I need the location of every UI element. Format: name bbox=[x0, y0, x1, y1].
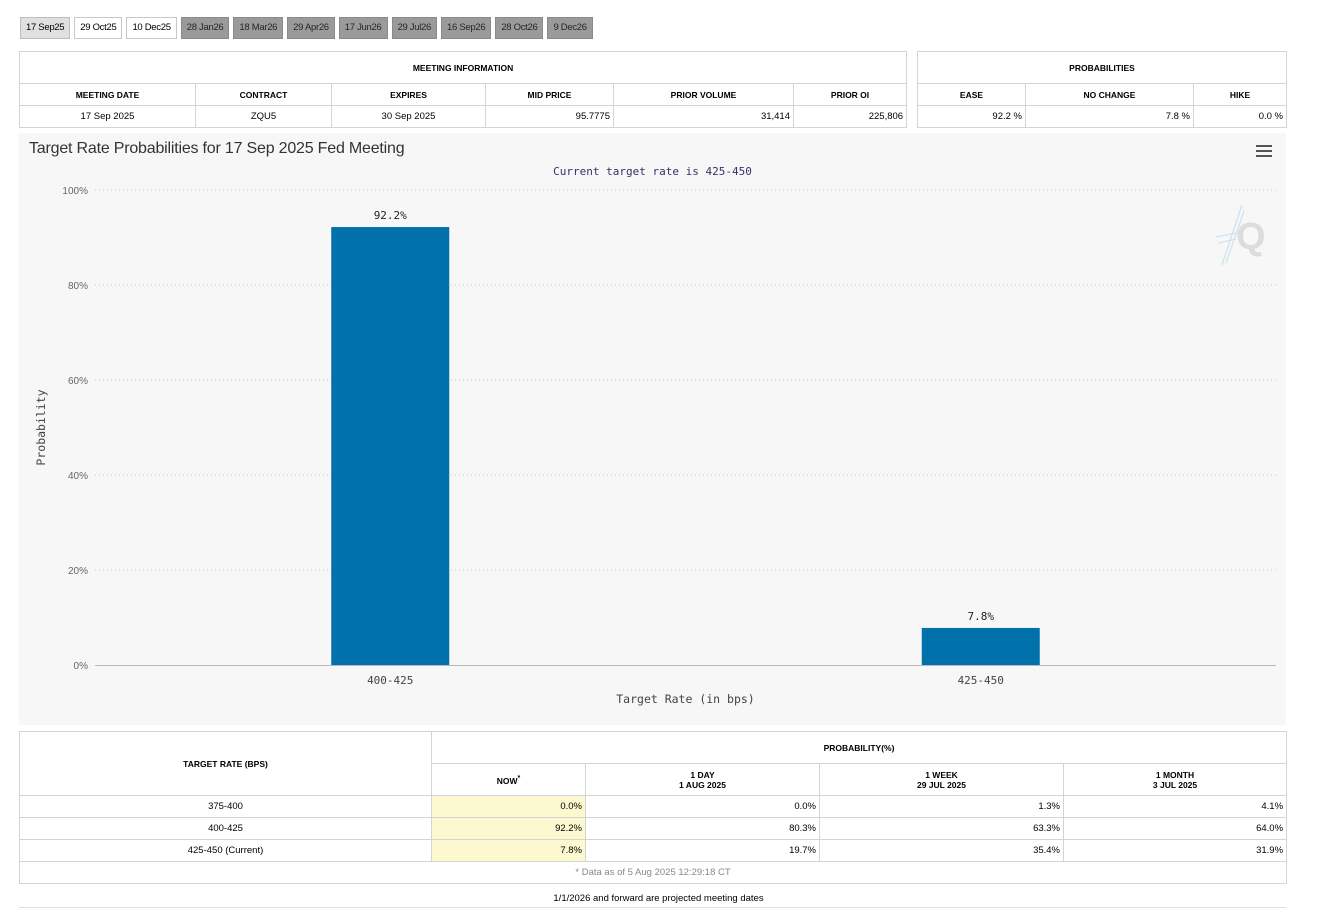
probability-cell: 4.1% bbox=[1062, 795, 1288, 818]
meeting-tabs: 17 Sep25 29 Oct25 10 Dec25 28 Jan26 18 Mar26… bbox=[20, 17, 593, 39]
tab-meeting-28-oct26[interactable]: 28 Oct26 bbox=[495, 17, 544, 39]
column-header-mid-price: MID PRICE bbox=[485, 83, 614, 106]
column-header-hike: HIKE bbox=[1193, 83, 1287, 106]
header-date: 1 AUG 2025 bbox=[679, 779, 726, 790]
table-row: 92.2 % 7.8 % 0.0 % bbox=[917, 105, 1287, 128]
tab-meeting-9-dec26[interactable]: 9 Dec26 bbox=[547, 17, 593, 39]
y-tick-label: 100% bbox=[62, 186, 88, 197]
column-header-no-change: NO CHANGE bbox=[1025, 83, 1194, 106]
probability-cell: 31.9% bbox=[1062, 839, 1288, 862]
table-row: 17 Sep 2025 ZQU5 30 Sep 2025 95.7775 31,… bbox=[19, 105, 908, 128]
probability-cell: 92.2% bbox=[431, 817, 586, 840]
header-line: 1 WEEK bbox=[925, 769, 958, 780]
probability-cell: 35.4% bbox=[819, 839, 1064, 862]
now-footnote-mark: * bbox=[517, 774, 521, 783]
contract-cell: ZQU5 bbox=[195, 105, 332, 128]
y-axis-title: Probability bbox=[34, 389, 48, 465]
header-line: 1 MONTH bbox=[1155, 769, 1195, 780]
tab-meeting-29-jul26[interactable]: 29 Jul26 bbox=[391, 17, 438, 39]
probability-cell: 63.3% bbox=[819, 817, 1064, 840]
column-header-ease: EASE bbox=[917, 83, 1026, 106]
tab-meeting-17-sep25[interactable]: 17 Sep25 bbox=[20, 17, 71, 39]
meeting-information-table: MEETING INFORMATION MEETING DATE CONTRAC… bbox=[18, 51, 908, 128]
probability-cell: 64.0% bbox=[1062, 817, 1288, 840]
column-header-1-week: 1 WEEK 29 JUL 2025 bbox=[819, 763, 1064, 796]
data-timestamp-note: * Data as of 5 Aug 2025 12:29:18 CT bbox=[18, 861, 1288, 884]
chart-canvas: 0% 20% 40% 60% 80% 100% 92.2% 400-425 7.8% 425-45… bbox=[34, 186, 1276, 706]
target-rate-probability-table: TARGET RATE (BPS) PROBABILITY(%) NOW* 1 … bbox=[18, 731, 1288, 884]
chart-title: Target Rate Probabilities for 17 Sep 202… bbox=[29, 140, 405, 157]
mid-price-cell: 95.7775 bbox=[485, 105, 614, 128]
bar-400-425 bbox=[331, 227, 450, 666]
header-date: 29 JUL 2025 bbox=[917, 779, 966, 790]
hamburger-menu-icon[interactable] bbox=[1256, 145, 1272, 157]
x-axis-title: Target Rate (in bps) bbox=[616, 692, 754, 706]
tab-meeting-28-jan26[interactable]: 28 Jan26 bbox=[180, 17, 230, 39]
svg-text:Q: Q bbox=[1236, 216, 1264, 258]
bar-425-450 bbox=[921, 627, 1040, 665]
y-tick-label: 20% bbox=[68, 566, 88, 577]
target-rate-cell: 425-450 (Current) bbox=[19, 839, 432, 862]
tab-meeting-17-jun26[interactable]: 17 Jun26 bbox=[338, 17, 388, 39]
header-date: 3 JUL 2025 bbox=[1152, 779, 1198, 790]
column-header-expires: EXPIRES bbox=[331, 83, 486, 106]
tab-meeting-10-dec25[interactable]: 10 Dec25 bbox=[126, 17, 177, 39]
quikstrike-logo-icon: Q bbox=[1215, 204, 1264, 266]
probability-cell: 0.0% bbox=[585, 795, 820, 818]
now-label: NOW bbox=[496, 775, 518, 786]
tab-meeting-18-mar26[interactable]: 18 Mar26 bbox=[233, 17, 284, 39]
footer-divider bbox=[19, 907, 1286, 908]
prior-volume-cell: 31,414 bbox=[613, 105, 794, 128]
probability-cell: 1.3% bbox=[819, 795, 1064, 818]
table-row: 400-425 92.2% 80.3% 63.3% 64.0% bbox=[19, 817, 1288, 840]
data-label: 7.8% bbox=[968, 610, 995, 623]
expires-cell: 30 Sep 2025 bbox=[331, 105, 486, 128]
probability-header: PROBABILITY(%) bbox=[430, 731, 1288, 764]
y-tick-label: 60% bbox=[68, 376, 88, 387]
tab-meeting-29-apr26[interactable]: 29 Apr26 bbox=[287, 17, 335, 39]
prior-oi-cell: 225,806 bbox=[792, 105, 908, 128]
target-rate-rows: 375-400 0.0% 0.0% 1.3% 4.1% 400-425 92.2% 80.3%… bbox=[19, 795, 1288, 862]
no-change-cell: 7.8 % bbox=[1025, 105, 1194, 128]
column-header-prior-volume: PRIOR VOLUME bbox=[613, 83, 794, 106]
tab-meeting-16-sep26[interactable]: 16 Sep26 bbox=[441, 17, 492, 39]
target-rate-cell: 400-425 bbox=[19, 817, 432, 840]
meeting-information-header: MEETING INFORMATION bbox=[18, 51, 908, 84]
column-header-now: NOW* bbox=[431, 763, 586, 796]
column-header-meeting-date: MEETING DATE bbox=[19, 83, 196, 106]
y-tick-label: 40% bbox=[68, 471, 88, 482]
target-rate-chart: 0% 20% 40% 60% 80% 100% 92.2% 400-425 7.8% 425-45… bbox=[19, 133, 1286, 725]
hike-cell: 0.0 % bbox=[1193, 105, 1287, 128]
column-header-prior-oi: PRIOR OI bbox=[792, 83, 908, 106]
table-row: 375-400 0.0% 0.0% 1.3% 4.1% bbox=[19, 795, 1288, 818]
probability-cell: 19.7% bbox=[585, 839, 820, 862]
projected-dates-note: 1/1/2026 and forward are projected meeti… bbox=[553, 893, 764, 904]
y-tick-label: 80% bbox=[68, 281, 88, 292]
tab-meeting-29-oct25[interactable]: 29 Oct25 bbox=[74, 17, 123, 39]
x-tick-label: 425-450 bbox=[958, 674, 1004, 687]
column-header-contract: CONTRACT bbox=[195, 83, 332, 106]
probability-cell: 7.8% bbox=[431, 839, 586, 862]
data-label: 92.2% bbox=[374, 209, 407, 222]
probabilities-header: PROBABILITIES bbox=[917, 51, 1287, 84]
target-rate-cell: 375-400 bbox=[19, 795, 432, 818]
probabilities-table: PROBABILITIES EASE NO CHANGE HIKE 92.2 %… bbox=[917, 51, 1287, 128]
probability-cell: 80.3% bbox=[585, 817, 820, 840]
column-header-1-day: 1 DAY 1 AUG 2025 bbox=[585, 763, 820, 796]
column-header-1-month: 1 MONTH 3 JUL 2025 bbox=[1062, 763, 1288, 796]
table-row: 425-450 (Current) 7.8% 19.7% 35.4% 31.9% bbox=[19, 839, 1288, 862]
header-line: 1 DAY bbox=[690, 769, 715, 780]
target-rate-header: TARGET RATE (BPS) bbox=[19, 731, 432, 796]
y-tick-label: 0% bbox=[74, 661, 89, 672]
meeting-date-cell: 17 Sep 2025 bbox=[19, 105, 196, 128]
x-tick-label: 400-425 bbox=[367, 674, 413, 687]
ease-cell: 92.2 % bbox=[917, 105, 1026, 128]
chart-subtitle: Current target rate is 425-450 bbox=[553, 165, 752, 178]
probability-cell: 0.0% bbox=[431, 795, 586, 818]
